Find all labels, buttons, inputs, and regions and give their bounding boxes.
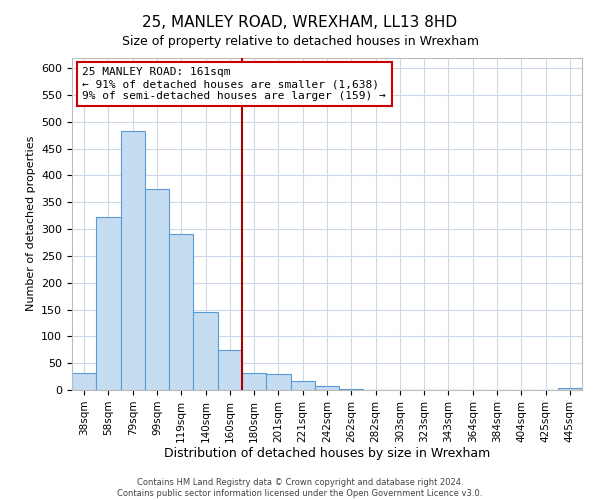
Bar — [145, 189, 169, 390]
Bar — [121, 131, 145, 390]
Bar — [266, 374, 290, 390]
Bar — [242, 373, 266, 390]
Y-axis label: Number of detached properties: Number of detached properties — [26, 136, 35, 312]
Text: 25, MANLEY ROAD, WREXHAM, LL13 8HD: 25, MANLEY ROAD, WREXHAM, LL13 8HD — [142, 15, 458, 30]
Text: Contains HM Land Registry data © Crown copyright and database right 2024.
Contai: Contains HM Land Registry data © Crown c… — [118, 478, 482, 498]
X-axis label: Distribution of detached houses by size in Wrexham: Distribution of detached houses by size … — [164, 448, 490, 460]
Bar — [72, 373, 96, 390]
Bar — [193, 312, 218, 390]
Text: Size of property relative to detached houses in Wrexham: Size of property relative to detached ho… — [121, 35, 479, 48]
Bar — [558, 388, 582, 390]
Text: 25 MANLEY ROAD: 161sqm
← 91% of detached houses are smaller (1,638)
9% of semi-d: 25 MANLEY ROAD: 161sqm ← 91% of detached… — [82, 68, 386, 100]
Bar — [96, 218, 121, 390]
Bar — [169, 234, 193, 390]
Bar — [290, 381, 315, 390]
Bar — [218, 350, 242, 390]
Bar — [315, 386, 339, 390]
